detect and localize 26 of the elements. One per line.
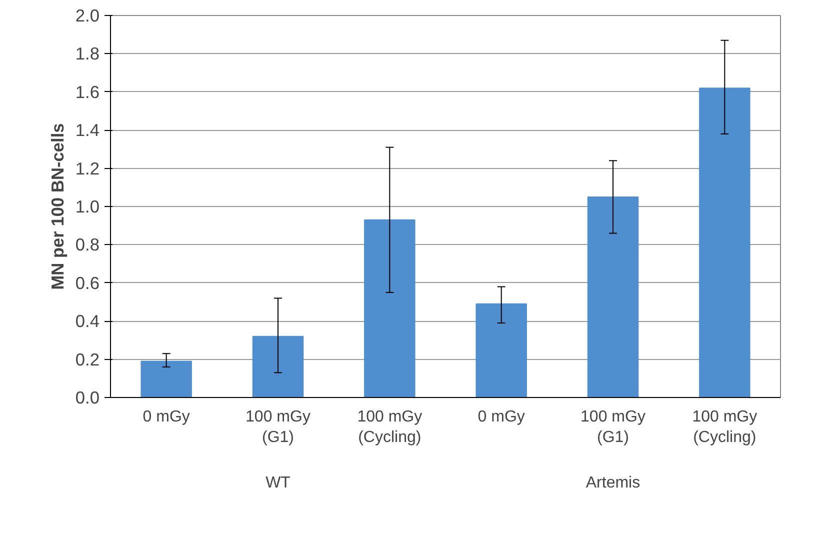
text: Artemis [586, 474, 640, 492]
x-tick-label: 100 mGy (Cycling) [692, 408, 758, 446]
y-tick-label: 1.0 [75, 196, 100, 216]
y-tick-label: 1.8 [75, 44, 100, 64]
y-tick-label: 2.0 [75, 6, 100, 26]
bar [587, 196, 639, 398]
x-tick-label: 0 mGy [142, 408, 190, 426]
y-tick-label: 0.4 [75, 311, 100, 332]
y-tick-label: 0.8 [75, 234, 100, 255]
bar [252, 336, 304, 398]
bar [140, 360, 192, 398]
y-tick-label: 1.6 [75, 82, 100, 102]
y-axis-title: MN per 100 BN-cells [47, 123, 68, 290]
y-tick-label: 1.4 [75, 120, 100, 140]
x-tick-label: 100 mGy (Cycling) [357, 408, 422, 446]
bar [699, 88, 750, 398]
bar [364, 219, 416, 398]
x-tick-label: 0 mGy [478, 408, 525, 426]
bar [476, 303, 527, 398]
y-tick-label: 0.2 [75, 349, 100, 370]
x-tick-label: 100 mGy (G1) [580, 408, 646, 446]
y-tick-label: 0.0 [75, 388, 100, 408]
x-tick-label: 100 mGy (G1) [246, 408, 310, 446]
y-tick-label: 1.2 [75, 158, 100, 178]
y-tick-label: 0.6 [75, 272, 100, 293]
text: WT [266, 474, 291, 492]
